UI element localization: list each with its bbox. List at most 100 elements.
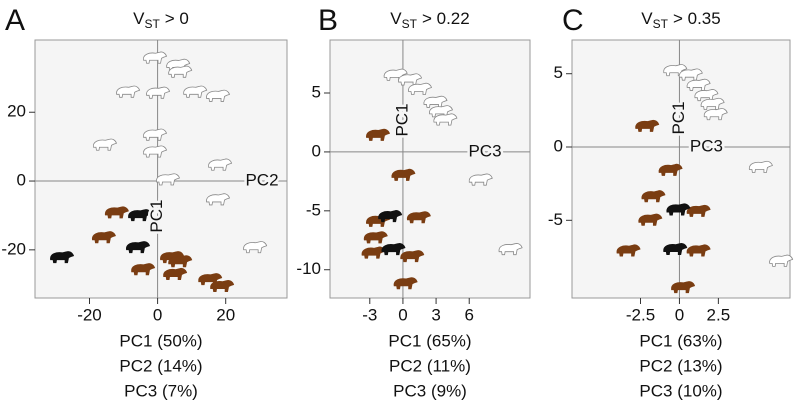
panel-title: VST > 0.35: [641, 9, 720, 31]
bear-marker: [408, 82, 433, 95]
variance-label: PC3 (9%): [393, 381, 467, 400]
bear-marker: [635, 119, 660, 132]
panel-title: VST > 0.22: [390, 9, 469, 31]
y-tick-label: 5: [554, 63, 563, 82]
y-tick-label: 0: [312, 141, 321, 160]
bear-marker: [92, 231, 116, 244]
y-axis-label: PC1: [147, 200, 166, 233]
y-tick-label: -5: [548, 210, 563, 229]
x-tick-label: 0: [153, 305, 162, 324]
bear-marker: [183, 85, 208, 98]
y-tick-label: -10: [296, 259, 321, 278]
bear-marker: [433, 113, 458, 126]
bear-marker: [128, 209, 153, 222]
variance-label: PC3 (7%): [124, 381, 198, 400]
x-axis-label: PC3: [468, 141, 501, 160]
y-tick-label: -20: [1, 239, 26, 258]
panel-letter: C: [562, 4, 584, 37]
bear-marker: [168, 255, 193, 268]
bear-marker: [243, 241, 268, 254]
bear-marker: [429, 105, 454, 118]
bear-marker: [678, 68, 703, 81]
panel-letter: B: [318, 4, 338, 37]
bear-marker: [393, 277, 418, 290]
plot-area: [329, 39, 531, 299]
bear-marker: [206, 89, 231, 102]
bear-marker: [146, 86, 171, 99]
title-sub: ST: [144, 17, 160, 31]
bear-marker: [400, 250, 425, 263]
x-tick-label: 6: [464, 305, 473, 324]
x-axis-label: PC2: [245, 171, 278, 190]
bear-marker: [168, 65, 193, 78]
bear-marker: [104, 206, 129, 219]
x-tick-label: -2.5: [626, 305, 655, 324]
bear-marker: [700, 97, 725, 110]
bear-marker: [50, 251, 75, 264]
bear-marker: [748, 160, 773, 173]
bear-marker: [381, 243, 406, 256]
bear-marker: [398, 73, 423, 86]
bear-marker: [686, 78, 711, 91]
variance-label: PC2 (13%): [639, 356, 722, 375]
title-suffix: > 0.35: [673, 9, 721, 28]
x-tick-label: 2.5: [707, 305, 731, 324]
bear-marker: [363, 231, 388, 244]
title-sub: ST: [653, 17, 669, 31]
panel: B VST > 0.22 -3 0 3 6 -10 -5 0 5 PC3 PC1 PC1 (65%) PC2…: [296, 4, 531, 400]
bear-marker: [143, 51, 168, 64]
bear-marker: [361, 246, 386, 259]
bear-marker: [206, 193, 231, 206]
title-sub: ST: [402, 17, 418, 31]
panel-title: VST > 0: [133, 9, 189, 31]
y-tick-label: 20: [7, 102, 26, 121]
bear-marker: [468, 173, 493, 186]
panel-letter: A: [5, 4, 25, 37]
bear-marker: [378, 210, 403, 223]
bear-marker: [616, 244, 641, 257]
x-tick-label: 20: [216, 305, 235, 324]
bear-marker: [663, 242, 688, 256]
bear-marker: [694, 89, 719, 102]
bear-marker: [366, 128, 391, 141]
bear-marker: [686, 244, 711, 257]
y-axis-label: PC1: [392, 103, 411, 136]
y-tick-label: 0: [554, 136, 563, 155]
y-axis-label: PC1: [669, 101, 688, 134]
x-tick-label: 0: [398, 305, 407, 324]
bear-marker: [163, 267, 188, 281]
bear-marker: [210, 280, 235, 293]
bear-marker: [208, 158, 233, 171]
bear-marker: [126, 241, 151, 254]
x-tick-label: -20: [77, 305, 102, 324]
bear-marker: [93, 138, 117, 151]
bear-marker: [666, 203, 691, 216]
y-tick-label: 5: [312, 82, 321, 101]
bear-marker: [143, 145, 168, 158]
x-axis-label: PC3: [690, 136, 723, 155]
bear-marker: [658, 163, 683, 176]
x-tick-label: -3: [362, 305, 377, 324]
y-tick-label: 0: [17, 171, 26, 190]
bear-marker: [423, 95, 448, 108]
x-tick-label: 3: [431, 305, 440, 324]
variance-label: PC2 (14%): [119, 356, 202, 375]
variance-label: PC1 (50%): [119, 331, 202, 350]
variance-label: PC3 (10%): [639, 381, 722, 400]
bear-marker: [641, 190, 666, 203]
bear-marker: [131, 263, 156, 276]
bear-marker: [406, 211, 431, 224]
variance-label: PC1 (63%): [639, 331, 722, 350]
bear-marker: [703, 108, 728, 121]
bear-marker: [498, 243, 523, 256]
bear-marker: [686, 204, 711, 217]
bear-marker: [638, 213, 663, 226]
bear-marker: [769, 254, 794, 267]
title-main: V: [641, 9, 653, 28]
plot-area: [34, 39, 288, 299]
title-suffix: > 0.22: [422, 9, 470, 28]
bear-marker: [671, 281, 696, 294]
